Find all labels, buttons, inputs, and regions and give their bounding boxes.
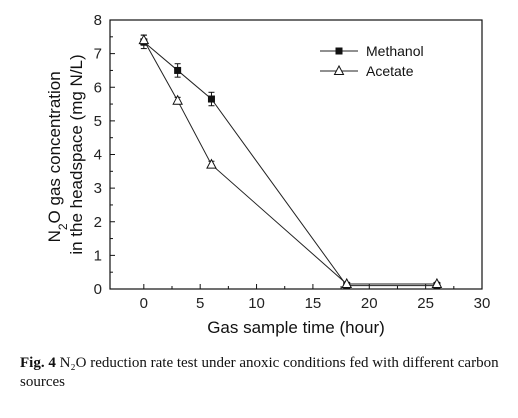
data-point-acetate: [172, 94, 183, 105]
y-tick-label: 0: [94, 281, 102, 298]
data-point-acetate: [138, 34, 150, 45]
y-tick-label: 6: [94, 79, 102, 96]
y-tick-label: 1: [94, 247, 102, 264]
data-point-methanol: [207, 95, 215, 103]
x-tick-label: 0: [140, 295, 148, 312]
data-point-methanol: [335, 47, 343, 55]
x-tick-label: 30: [474, 295, 491, 312]
y-axis-title-line2: in the headspace (mg N/L): [67, 54, 86, 254]
data-point-acetate: [333, 64, 345, 75]
y-axis-title-line1: N2O gas concentration: [45, 71, 70, 242]
x-axis-title: Gas sample time (hour): [207, 318, 385, 337]
y-tick-label: 3: [94, 180, 102, 197]
y-tick-label: 4: [94, 147, 102, 164]
chart: 0 5 10 15 20 25 30 0 1 2 3 4 5 6 7 8 Methanol Acetate Ga…: [45, 12, 491, 337]
legend-label-methanol: Methanol: [366, 43, 424, 59]
y-axis-title: N2O gas concentration in the headspace (…: [45, 54, 86, 254]
figure-caption-label: Fig. 4: [20, 355, 56, 371]
plot-frame: [109, 19, 483, 290]
series-acetate: [138, 34, 443, 288]
y-tick-label: 2: [94, 214, 102, 231]
x-tick-label: 15: [305, 295, 322, 312]
x-tick-label: 10: [248, 295, 265, 312]
y-tick-label: 8: [94, 12, 102, 29]
data-point-methanol: [174, 66, 182, 74]
y-tick-label: 7: [94, 46, 102, 63]
legend-label-acetate: Acetate: [366, 63, 414, 79]
figure-caption: Fig. 4 N₂O reduction rate test under ano…: [20, 354, 500, 392]
data-point-acetate: [431, 277, 443, 288]
data-point-acetate: [341, 277, 353, 288]
x-tick-label: 25: [417, 295, 434, 312]
x-tick-label: 20: [361, 295, 378, 312]
series-layer: [138, 34, 443, 290]
data-point-acetate: [206, 158, 217, 169]
y-tick-label: 5: [94, 113, 102, 130]
legend: Methanol Acetate: [320, 43, 424, 79]
x-tick-label: 5: [196, 295, 204, 312]
figure-caption-text: N₂O reduction rate test under anoxic con…: [20, 355, 499, 390]
